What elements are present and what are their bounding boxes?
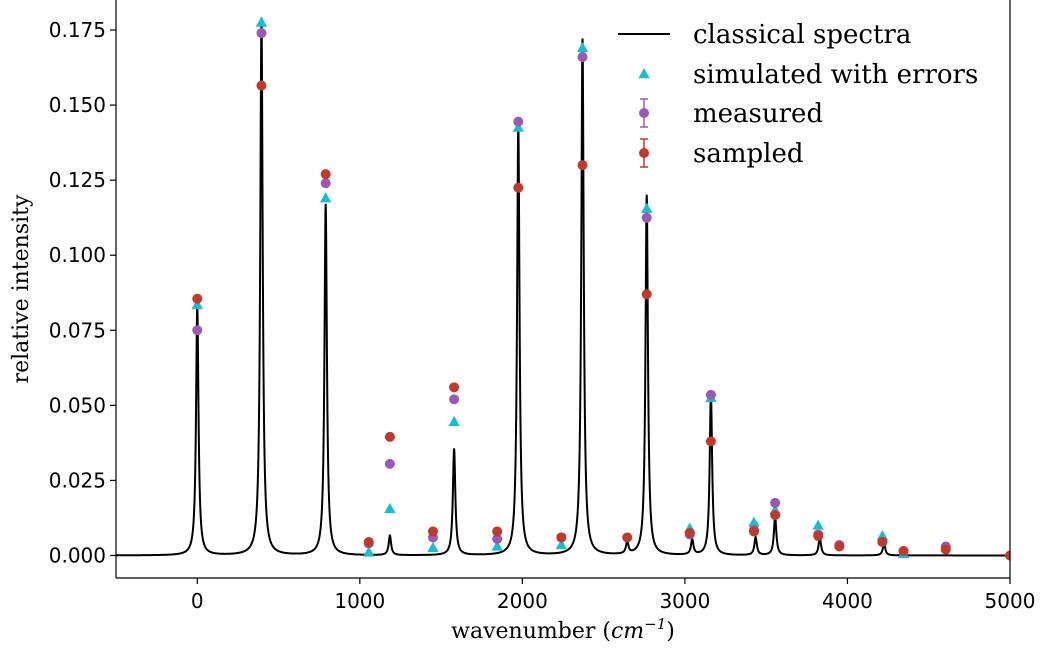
simulated-with-errors-marker <box>255 16 268 27</box>
legend-classical-spectra-label: classical spectra <box>693 20 911 50</box>
x-tick-label: 1000 <box>334 589 385 613</box>
sampled-marker <box>1005 550 1010 561</box>
legend-measured-handle <box>639 108 649 118</box>
y-tick-label: 0.175 <box>49 18 106 42</box>
simulated-with-errors-marker <box>876 529 889 541</box>
y-tick-label: 0.150 <box>49 93 106 117</box>
x-tick-label: 3000 <box>659 589 710 613</box>
y-tick-label: 0.125 <box>49 168 106 192</box>
legend: classical spectra simulated with errors me… <box>618 20 978 169</box>
plot-area <box>116 16 1010 561</box>
simulated-with-errors-marker <box>555 538 568 550</box>
measured-marker <box>192 325 203 336</box>
x-axis-label: wavenumber (cm−1) <box>451 615 675 644</box>
sampled-marker <box>363 536 374 547</box>
measured-marker <box>492 533 503 544</box>
axes: 0 1000 2000 3000 4000 5000 0.000 0.025 0.050 0.07… <box>9 0 1035 644</box>
sampled-marker <box>770 509 781 520</box>
sampled-marker <box>898 545 909 556</box>
sampled-marker <box>577 160 588 171</box>
y-tick-label: 0.000 <box>49 543 106 567</box>
legend-sampled-handle <box>639 148 649 158</box>
x-tick-label: 4000 <box>822 589 873 613</box>
sampled-marker <box>556 532 567 543</box>
simulated-with-errors-marker <box>748 516 760 527</box>
sampled-marker <box>684 527 695 538</box>
simulated-with-errors-marker <box>512 121 524 132</box>
x-tick-label: 0 <box>191 589 204 613</box>
classical-spectrum-line <box>116 17 1010 557</box>
measured-marker <box>384 458 395 469</box>
measured-marker <box>770 497 781 508</box>
legend-measured-label: measured <box>693 99 823 129</box>
sampled-marker <box>449 382 460 393</box>
simulated-with-errors-marker <box>812 519 824 530</box>
measured-marker <box>256 28 267 39</box>
simulated-with-errors-marker <box>191 298 203 309</box>
sampled-marker <box>384 431 395 442</box>
measured-marker <box>577 52 588 63</box>
sampled-marker <box>622 532 633 543</box>
sampled-marker <box>834 541 845 552</box>
sampled-marker <box>192 293 203 304</box>
measured-marker <box>320 178 331 189</box>
sampled-marker <box>813 530 824 541</box>
legend-simulated-with-errors-handle <box>638 68 650 79</box>
sampled-marker <box>940 544 951 555</box>
measured-marker <box>449 394 460 405</box>
simulated-with-errors-marker <box>491 540 503 551</box>
simulated-with-errors-marker <box>641 202 653 213</box>
sampled-marker <box>513 182 524 193</box>
measured-marker <box>705 389 716 400</box>
simulated-with-errors-marker <box>448 415 460 427</box>
x-tick-label: 5000 <box>985 589 1036 613</box>
sampled-marker <box>256 80 267 91</box>
simulated-with-errors-marker <box>363 546 375 557</box>
sampled-marker <box>641 289 652 300</box>
sampled-marker <box>877 536 888 547</box>
sampled-marker <box>705 436 716 447</box>
measured-marker <box>641 212 652 223</box>
y-tick-label: 0.100 <box>49 243 106 267</box>
sampled-marker <box>427 526 438 537</box>
x-tick-label: 2000 <box>497 589 548 613</box>
y-tick-label: 0.050 <box>49 393 106 417</box>
simulated-with-errors-marker <box>319 192 332 203</box>
legend-simulated-with-errors-label: simulated with errors <box>693 60 978 90</box>
y-tick-label: 0.025 <box>49 468 106 492</box>
legend-sampled-label: sampled <box>693 139 804 169</box>
simulated-with-errors-marker <box>576 42 589 53</box>
y-tick-label: 0.075 <box>49 318 106 342</box>
sampled-marker <box>748 526 759 537</box>
sampled-marker <box>492 526 503 537</box>
y-axis-label: relative intensity <box>9 194 34 383</box>
sampled-marker <box>320 169 331 180</box>
simulated-with-errors-marker <box>384 502 396 514</box>
simulated-with-errors-marker <box>427 541 439 553</box>
measured-marker <box>513 116 524 127</box>
